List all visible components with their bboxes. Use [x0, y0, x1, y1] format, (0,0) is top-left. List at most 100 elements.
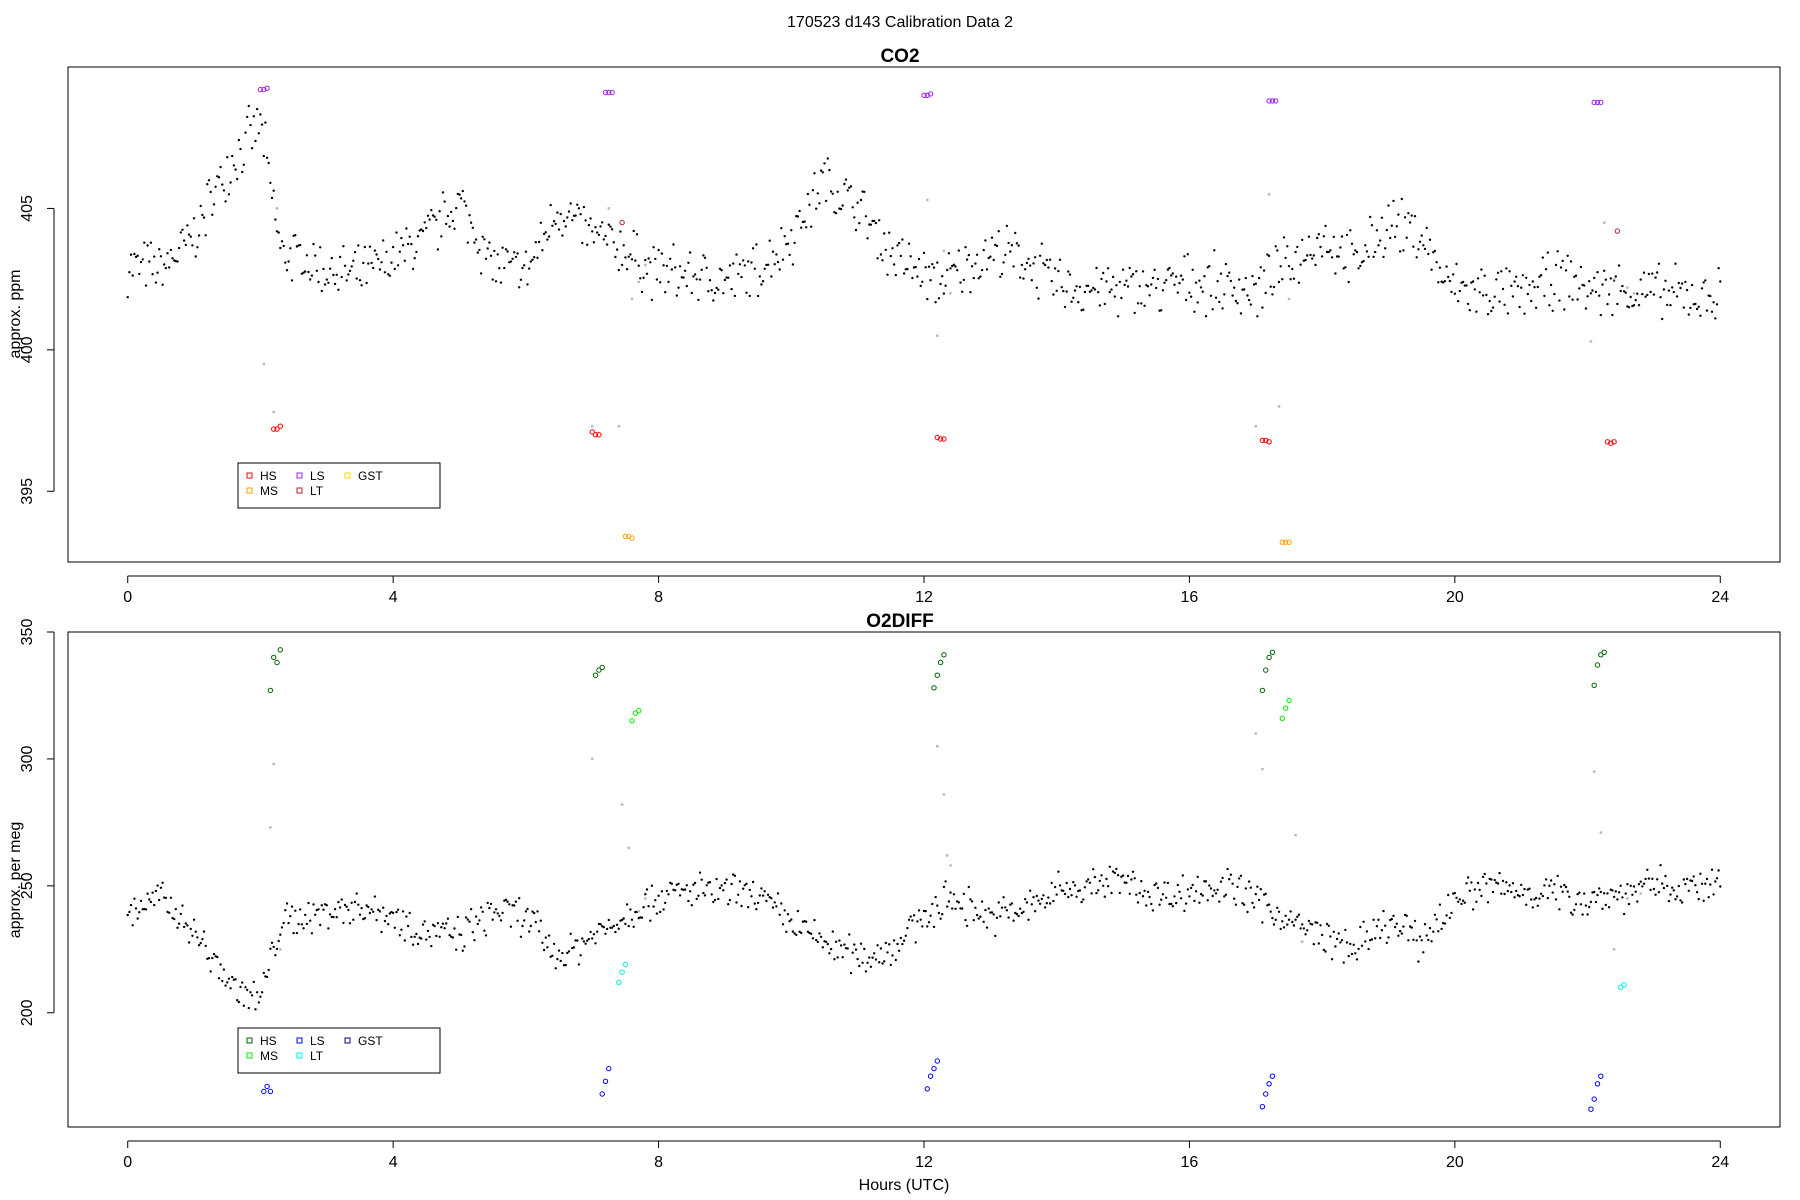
co2-ambient-point: [537, 240, 541, 244]
co2-hs-cal-point: [274, 426, 280, 432]
co2-ambient-point: [1382, 255, 1385, 259]
co2-ambient-point: [1005, 224, 1009, 228]
co2-transition-point: [942, 249, 946, 253]
co2-ambient-point: [1184, 298, 1188, 302]
co2-ambient-point: [1193, 310, 1196, 313]
o2diff-ambient-point: [337, 900, 340, 904]
co2-ambient-point: [1407, 212, 1410, 215]
co2-ambient-point: [385, 250, 388, 253]
o2diff-ambient-point: [1282, 926, 1286, 929]
o2diff-ambient-point: [1541, 894, 1545, 898]
co2-ambient-point: [1007, 241, 1010, 245]
co2-ambient-point: [1392, 199, 1395, 203]
co2-ambient-point: [1471, 280, 1475, 283]
co2-ambient-point: [1480, 268, 1483, 271]
o2diff-ambient-point: [173, 917, 176, 921]
o2diff-ambient-point: [768, 896, 771, 899]
o2diff-ambient-point: [642, 906, 645, 909]
o2diff-ambient-point: [176, 926, 179, 929]
o2diff-ambient-point: [1128, 892, 1131, 895]
o2diff-ambient-point: [906, 926, 909, 930]
o2diff-ambient-point: [1539, 892, 1543, 895]
o2diff-ambient-point: [433, 924, 436, 928]
o2diff-ambient-point: [1667, 899, 1671, 903]
co2-ambient-point: [1077, 301, 1080, 304]
o2diff-ambient-point: [1292, 924, 1296, 927]
o2diff-ambient-point: [1050, 881, 1053, 885]
co2-ambient-point: [715, 286, 718, 290]
co2-ambient-point: [693, 273, 697, 276]
o2diff-ambient-point: [800, 931, 803, 935]
o2diff-ambient-point: [428, 935, 431, 939]
o2diff-ambient-point: [1461, 899, 1465, 902]
co2-ambient-point: [332, 273, 335, 277]
co2-ambient-point: [289, 247, 292, 250]
o2diff-ambient-point: [889, 963, 892, 967]
o2diff-ambient-point: [1704, 882, 1707, 885]
co2-ambient-point: [1647, 272, 1651, 276]
o2diff-ambient-point: [1301, 923, 1304, 926]
co2-ambient-point: [446, 214, 450, 218]
o2diff-ambient-point: [901, 942, 904, 946]
co2-ambient-point: [1599, 313, 1603, 317]
o2diff-ms-cal-point: [629, 718, 635, 724]
o2diff-ambient-point: [773, 901, 776, 904]
o2diff-ambient-point: [539, 919, 542, 922]
co2-ambient-point: [171, 257, 174, 260]
co2-ambient-point: [828, 168, 831, 172]
o2diff-transition-point: [1261, 767, 1264, 771]
o2diff-ambient-point: [133, 897, 136, 900]
co2-ambient-point: [617, 268, 620, 272]
co2-transition-point: [275, 207, 279, 210]
o2diff-ambient-point: [687, 899, 690, 903]
o2diff-ambient-point: [1312, 943, 1316, 946]
co2-hs-cal-point: [937, 436, 944, 442]
co2-ambient-point: [816, 192, 819, 195]
co2-ambient-point: [1025, 261, 1029, 265]
o2diff-ambient-point: [282, 921, 285, 925]
co2-ambient-point: [1057, 269, 1060, 273]
co2-ambient-point: [365, 281, 368, 285]
o2diff-ambient-point: [451, 936, 455, 939]
o2diff-ambient-point: [947, 900, 951, 903]
o2diff-ambient-point: [498, 914, 501, 918]
o2diff-transition-point: [1639, 892, 1643, 895]
co2-ambient-point: [607, 223, 610, 226]
o2diff-ambient-point: [625, 903, 629, 906]
co2-ambient-point: [1342, 267, 1345, 270]
co2-ambient-point: [1126, 285, 1130, 288]
o2diff-ambient-point: [1593, 890, 1596, 894]
o2diff-ambient-point: [460, 933, 463, 937]
co2-ambient-point: [596, 231, 599, 234]
co2-ambient-point: [1403, 216, 1407, 219]
o2diff-x-tick-label: 24: [1711, 1154, 1729, 1171]
o2diff-ambient-point: [385, 914, 388, 918]
co2-ambient-point: [1254, 282, 1258, 285]
co2-ambient-point: [1151, 276, 1155, 280]
co2-ambient-point: [810, 225, 813, 228]
co2-ambient-point: [591, 230, 594, 233]
co2-ambient-point: [1568, 295, 1571, 298]
o2diff-ambient-point: [1365, 930, 1369, 933]
o2diff-ambient-point: [1226, 867, 1229, 871]
o2diff-ambient-point: [252, 980, 255, 984]
o2diff-ambient-point: [146, 892, 149, 895]
co2-ambient-point: [1120, 296, 1123, 300]
o2diff-ambient-point: [1632, 885, 1636, 888]
o2diff-ambient-point: [1141, 895, 1145, 898]
co2-ambient-point: [458, 193, 461, 196]
co2-ambient-point: [615, 248, 619, 251]
o2diff-ambient-point: [504, 898, 508, 901]
o2diff-ambient-point: [949, 891, 952, 894]
co2-ambient-point: [1435, 261, 1438, 264]
co2-ls-cal-point: [602, 89, 609, 96]
o2diff-ambient-point: [1491, 890, 1495, 894]
co2-ambient-point: [1549, 283, 1553, 287]
co2-ambient-point: [435, 218, 438, 221]
co2-ambient-point: [148, 260, 151, 263]
o2diff-ambient-point: [751, 880, 755, 884]
o2diff-ambient-point: [1100, 874, 1103, 877]
co2-ambient-point: [197, 234, 201, 237]
o2diff-ambient-point: [1470, 881, 1473, 884]
